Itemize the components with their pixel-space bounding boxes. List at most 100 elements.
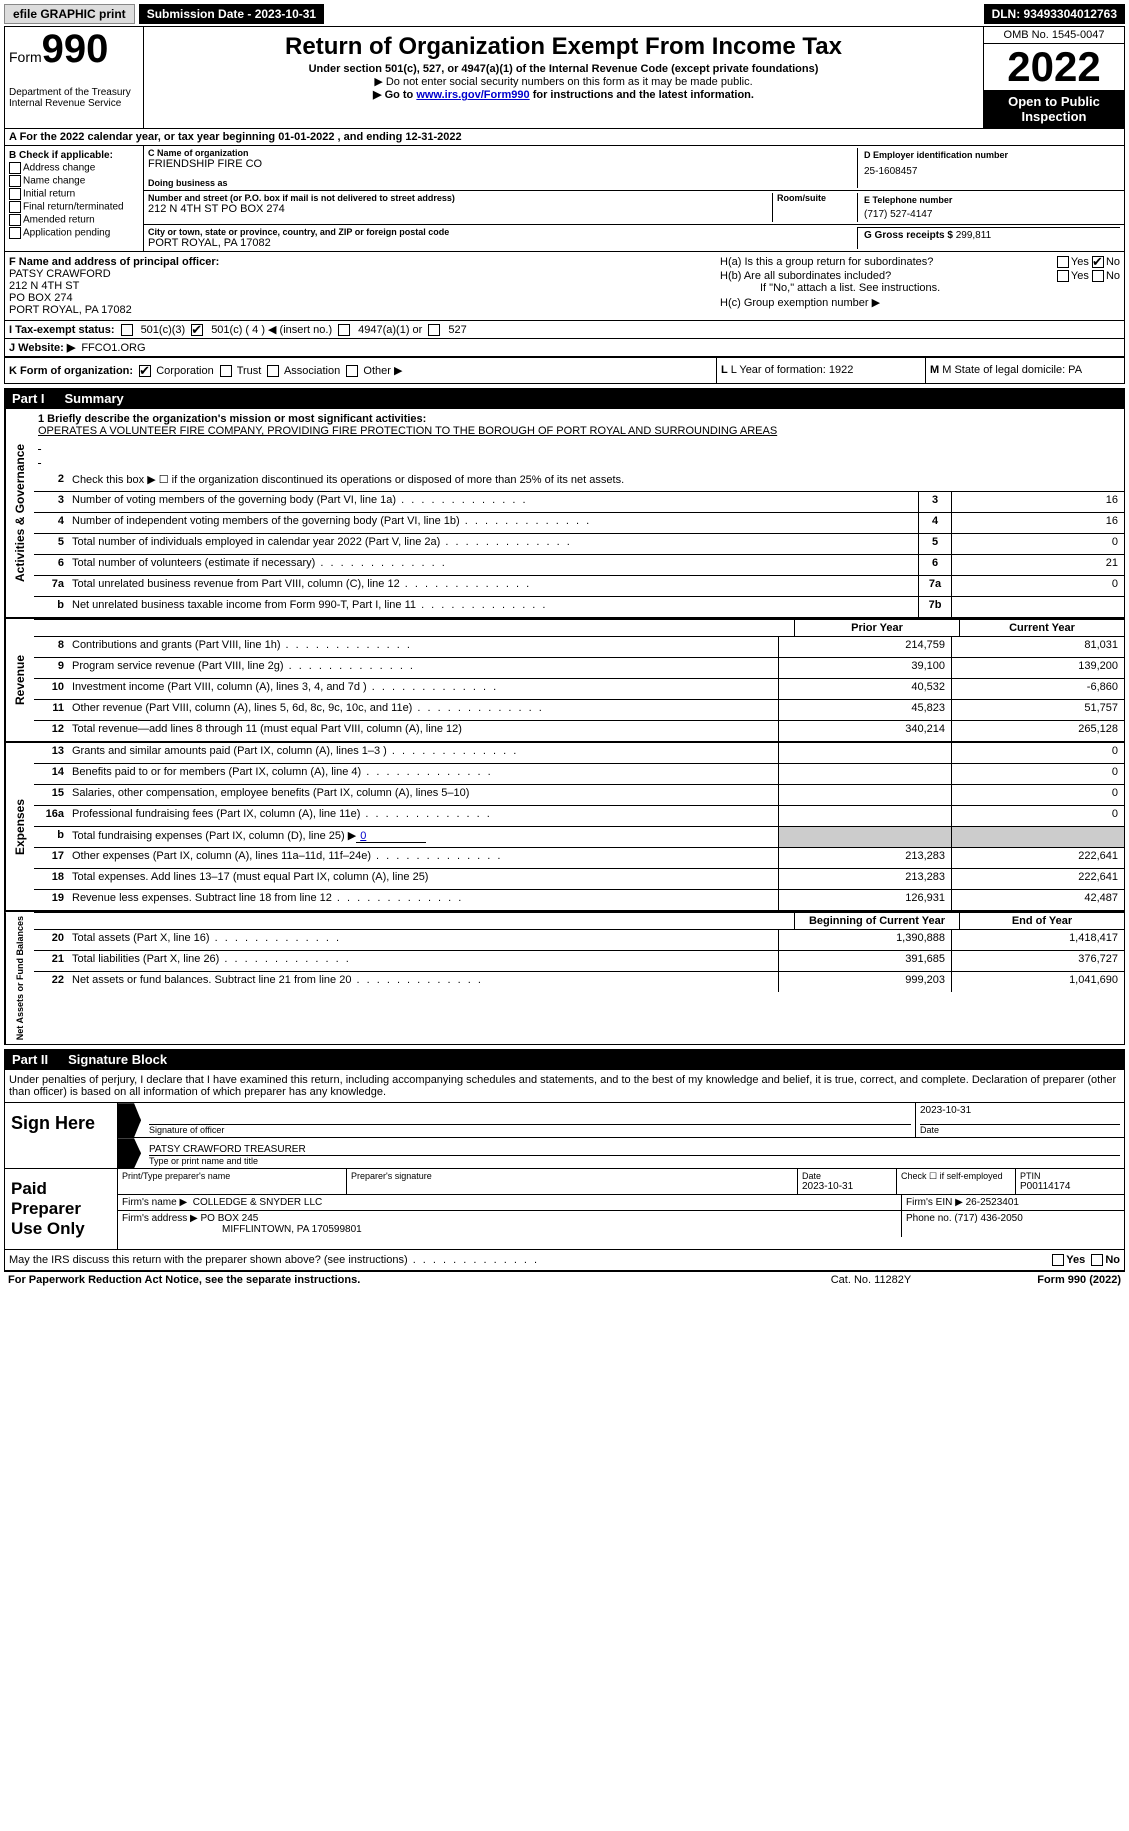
part-1-header: Part ISummary bbox=[4, 388, 1125, 409]
org-name: FRIENDSHIP FIRE CO bbox=[148, 158, 857, 170]
lbl-org-name: C Name of organization bbox=[148, 148, 857, 158]
line-10: Investment income (Part VIII, column (A)… bbox=[68, 679, 778, 699]
vlabel-revenue: Revenue bbox=[5, 619, 34, 741]
dln: DLN: 93493304012763 bbox=[984, 4, 1125, 24]
val-7b bbox=[951, 597, 1124, 617]
col-boy: Beginning of Current Year bbox=[794, 913, 959, 929]
chk-discuss-no[interactable] bbox=[1091, 1254, 1103, 1266]
line-5: Total number of individuals employed in … bbox=[68, 534, 918, 554]
prep-date: 2023-10-31 bbox=[802, 1181, 892, 1192]
chk-initial-return[interactable]: Initial return bbox=[9, 188, 139, 200]
state-domicile: M M State of legal domicile: PA bbox=[925, 358, 1124, 383]
page-footer: For Paperwork Reduction Act Notice, see … bbox=[4, 1271, 1125, 1288]
row-i-tax-status: I Tax-exempt status: 501(c)(3) 501(c) ( … bbox=[4, 320, 1125, 338]
submission-date: Submission Date - 2023-10-31 bbox=[139, 4, 324, 24]
top-bar: efile GRAPHIC print Submission Date - 20… bbox=[4, 4, 1125, 24]
lbl-city: City or town, state or province, country… bbox=[148, 227, 857, 237]
paid-preparer-label: Paid Preparer Use Only bbox=[5, 1169, 118, 1249]
officer-name: PATSY CRAWFORD TREASURER bbox=[149, 1144, 1120, 1155]
chk-address-change[interactable]: Address change bbox=[9, 162, 139, 174]
line-13: Grants and similar amounts paid (Part IX… bbox=[68, 743, 778, 763]
box-b-applicable: B Check if applicable: Address change Na… bbox=[5, 146, 144, 251]
discuss-row: May the IRS discuss this return with the… bbox=[4, 1250, 1125, 1271]
arrow-icon bbox=[118, 1103, 141, 1137]
chk-assoc[interactable] bbox=[267, 365, 279, 377]
line-22: Net assets or fund balances. Subtract li… bbox=[68, 972, 778, 992]
form-header: Form990 Department of the Treasury Inter… bbox=[4, 26, 1125, 128]
street-address: 212 N 4TH ST PO BOX 274 bbox=[148, 203, 768, 215]
chk-name-change[interactable]: Name change bbox=[9, 175, 139, 187]
firm-phone: (717) 436-2050 bbox=[954, 1213, 1022, 1224]
chk-self-employed[interactable]: Check ☐ if self-employed bbox=[897, 1169, 1016, 1194]
section-expenses: Expenses 13Grants and similar amounts pa… bbox=[4, 742, 1125, 911]
open-inspection: Open to Public Inspection bbox=[984, 90, 1124, 128]
firm-addr1: PO BOX 245 bbox=[201, 1213, 259, 1224]
ein: 25-1608457 bbox=[864, 166, 1114, 177]
val-6: 21 bbox=[951, 555, 1124, 575]
city-state-zip: PORT ROYAL, PA 17082 bbox=[148, 237, 857, 249]
line-16b: Total fundraising expenses (Part IX, col… bbox=[68, 827, 778, 847]
penalty-statement: Under penalties of perjury, I declare th… bbox=[4, 1070, 1125, 1103]
col-prior-year: Prior Year bbox=[794, 620, 959, 636]
line-6: Total number of volunteers (estimate if … bbox=[68, 555, 918, 575]
vlabel-governance: Activities & Governance bbox=[5, 409, 34, 617]
firm-name: COLLEDGE & SNYDER LLC bbox=[193, 1197, 323, 1208]
box-h-group: H(a) Is this a group return for subordin… bbox=[716, 252, 1124, 320]
row-a-tax-year: A For the 2022 calendar year, or tax yea… bbox=[4, 128, 1125, 145]
row-j-website: J Website: ▶ FFCO1.ORG bbox=[4, 338, 1125, 357]
lbl-phone: E Telephone number bbox=[864, 195, 1114, 205]
line-20: Total assets (Part X, line 16) bbox=[68, 930, 778, 950]
chk-527[interactable] bbox=[428, 324, 440, 336]
chk-501c[interactable] bbox=[191, 324, 203, 336]
chk-ha-yes[interactable] bbox=[1057, 256, 1069, 268]
line-16a: Professional fundraising fees (Part IX, … bbox=[68, 806, 778, 826]
line-21: Total liabilities (Part X, line 26) bbox=[68, 951, 778, 971]
chk-other[interactable] bbox=[346, 365, 358, 377]
line-7a: Total unrelated business revenue from Pa… bbox=[68, 576, 918, 596]
box-f-officer: F Name and address of principal officer:… bbox=[5, 252, 716, 320]
line-17: Other expenses (Part IX, column (A), lin… bbox=[68, 848, 778, 868]
lbl-print-name: Type or print name and title bbox=[149, 1155, 1120, 1166]
col-current-year: Current Year bbox=[959, 620, 1124, 636]
firm-ein: 26-2523401 bbox=[966, 1197, 1019, 1208]
lbl-date: Date bbox=[920, 1124, 1120, 1135]
chk-corp[interactable] bbox=[139, 365, 151, 377]
subtitle-3: ▶ Go to www.irs.gov/Form990 for instruct… bbox=[152, 88, 975, 101]
chk-hb-yes[interactable] bbox=[1057, 270, 1069, 282]
chk-hb-no[interactable] bbox=[1092, 270, 1104, 282]
entity-info-grid: B Check if applicable: Address change Na… bbox=[4, 145, 1125, 251]
line-14: Benefits paid to or for members (Part IX… bbox=[68, 764, 778, 784]
omb-number: OMB No. 1545-0047 bbox=[984, 27, 1124, 44]
mission-label: 1 Briefly describe the organization's mi… bbox=[38, 413, 426, 425]
chk-discuss-yes[interactable] bbox=[1052, 1254, 1064, 1266]
subtitle-1: Under section 501(c), 527, or 4947(a)(1)… bbox=[152, 63, 975, 75]
sign-here-block: Sign Here Signature of officer 2023-10-3… bbox=[4, 1103, 1125, 1169]
line-7b: Net unrelated business taxable income fr… bbox=[68, 597, 918, 617]
website-url: FFCO1.ORG bbox=[81, 342, 145, 354]
line-11: Other revenue (Part VIII, column (A), li… bbox=[68, 700, 778, 720]
chk-amended-return[interactable]: Amended return bbox=[9, 214, 139, 226]
chk-4947[interactable] bbox=[338, 324, 350, 336]
efile-print-button[interactable]: efile GRAPHIC print bbox=[4, 4, 135, 24]
lbl-gross-receipts: G Gross receipts $ bbox=[864, 230, 956, 241]
arrow-icon bbox=[118, 1138, 141, 1168]
val-4: 16 bbox=[951, 513, 1124, 533]
irs-link[interactable]: www.irs.gov/Form990 bbox=[416, 89, 529, 101]
section-governance: Activities & Governance 1 Briefly descri… bbox=[4, 409, 1125, 618]
chk-trust[interactable] bbox=[220, 365, 232, 377]
chk-501c3[interactable] bbox=[121, 324, 133, 336]
line-15: Salaries, other compensation, employee b… bbox=[68, 785, 778, 805]
line-19: Revenue less expenses. Subtract line 18 … bbox=[68, 890, 778, 910]
row-k-form-org: K Form of organization: Corporation Trus… bbox=[4, 357, 1125, 384]
line-4: Number of independent voting members of … bbox=[68, 513, 918, 533]
chk-application-pending[interactable]: Application pending bbox=[9, 227, 139, 239]
chk-ha-no[interactable] bbox=[1092, 256, 1104, 268]
chk-final-return[interactable]: Final return/terminated bbox=[9, 201, 139, 213]
val-7a: 0 bbox=[951, 576, 1124, 596]
tax-year: 2022 bbox=[984, 44, 1124, 90]
section-net-assets: Net Assets or Fund Balances Beginning of… bbox=[4, 911, 1125, 1045]
line-3: Number of voting members of the governin… bbox=[68, 492, 918, 512]
telephone: (717) 527-4147 bbox=[864, 209, 1114, 220]
ptin: P00114174 bbox=[1020, 1181, 1120, 1192]
firm-addr2: MIFFLINTOWN, PA 170599801 bbox=[122, 1224, 897, 1235]
